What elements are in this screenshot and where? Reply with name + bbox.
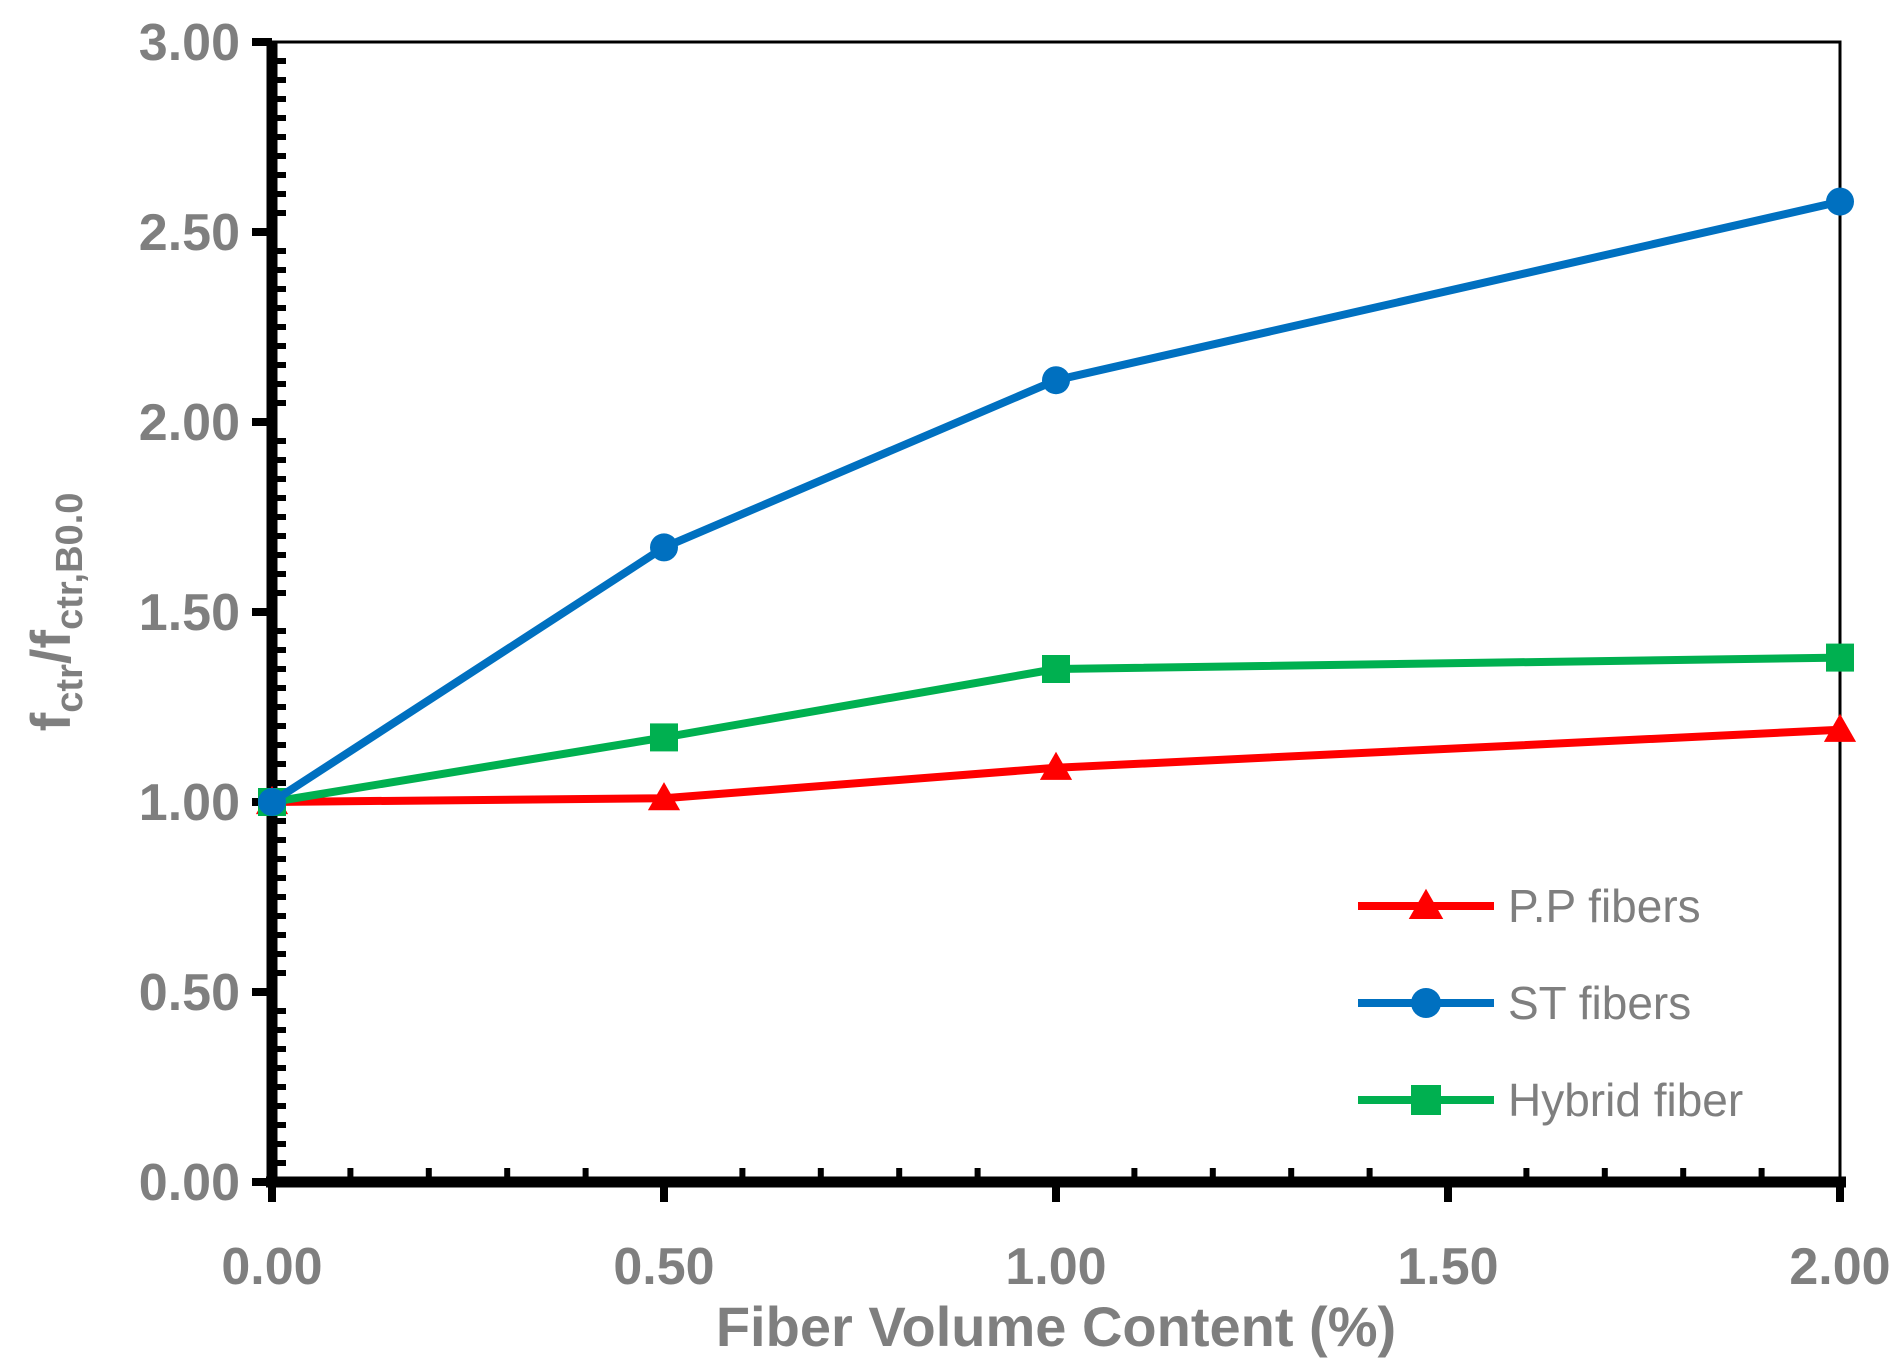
x-tick-label: 1.00	[1005, 1238, 1106, 1296]
legend-label-hybrid-fiber: Hybrid fiber	[1508, 1074, 1743, 1126]
y-title-sub2: ctr,B0.0	[49, 493, 91, 630]
series-line-st-fibers	[269, 197, 1841, 806]
plot-area	[270, 40, 1842, 1184]
y-axis-title: fctr/fctr,B0.0	[19, 493, 91, 732]
y-tick-label: 0.00	[139, 1154, 240, 1212]
y-title-sub1: ctr	[49, 664, 91, 713]
series-point-p-p-fibers	[1039, 751, 1073, 780]
y-title-slash: /f	[19, 630, 82, 665]
legend-label-p-p-fibers: P.P fibers	[1508, 880, 1701, 932]
y-tick-label: 2.00	[139, 394, 240, 452]
series-point-hybrid-fiber	[650, 723, 678, 752]
x-tick-label: 1.50	[1397, 1238, 1498, 1296]
y-tick-label: 0.50	[139, 964, 240, 1022]
series-point-p-p-fibers	[647, 782, 681, 811]
series-point-st-fibers	[1826, 187, 1854, 216]
x-tick-label: 0.00	[221, 1238, 322, 1296]
series-line-p-p-fibers	[271, 725, 1841, 806]
series-point-st-fibers	[1042, 366, 1070, 395]
legend-marker-p-p-fibers	[1408, 888, 1444, 919]
x-tick-labels: 0.00 0.50 1.00 1.50 2.00	[221, 1238, 1890, 1296]
series-point-st-fibers	[650, 533, 678, 562]
y-tick-label: 1.00	[139, 774, 240, 832]
y-tick-label: 2.50	[139, 204, 240, 262]
x-axis-title: Fiber Volume Content (%)	[716, 1295, 1396, 1358]
legend-label-st-fibers: ST fibers	[1508, 977, 1691, 1029]
x-tick-label: 2.00	[1789, 1238, 1890, 1296]
y-tick-label: 1.50	[139, 584, 240, 642]
y-title-f1: f	[19, 712, 82, 731]
series-point-st-fibers	[258, 788, 286, 816]
series-point-hybrid-fiber	[1826, 643, 1854, 672]
y-tick-labels: 0.00 0.50 1.00 1.50 2.00 2.50 3.00	[139, 14, 240, 1212]
legend-marker-st-fibers	[1411, 988, 1441, 1018]
series-layer	[255, 187, 1857, 816]
legend-marker-hybrid-fiber	[1411, 1085, 1441, 1115]
y-tick-label: 3.00	[139, 14, 240, 72]
x-tick-label: 0.50	[613, 1238, 714, 1296]
x-major-ticks	[268, 1182, 1844, 1202]
legend: P.P fibers ST fibers Hybrid fiber	[1358, 880, 1743, 1126]
series-line-hybrid-fiber	[271, 653, 1841, 806]
series-point-p-p-fibers	[1823, 713, 1857, 742]
series-point-hybrid-fiber	[1042, 655, 1070, 683]
